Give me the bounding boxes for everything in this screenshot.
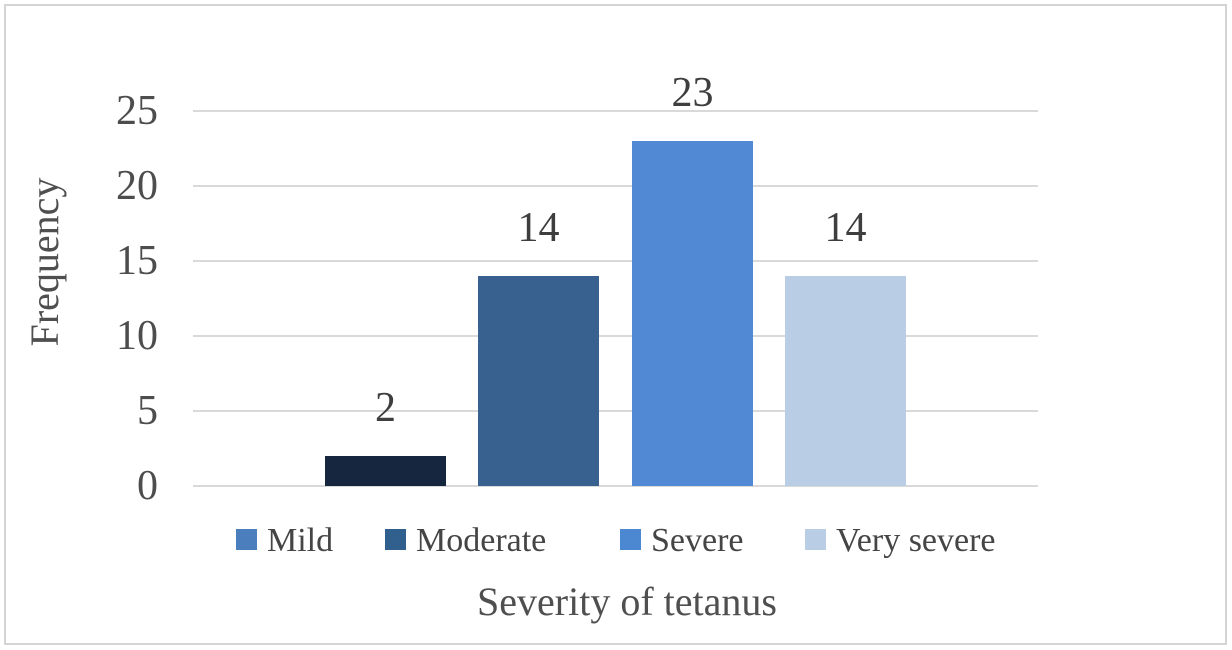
y-tick-label-20: 20 — [116, 163, 158, 209]
x-axis-title: Severity of tetanus — [477, 579, 777, 624]
y-tick-label-25: 25 — [116, 88, 158, 134]
gridline-0 — [193, 485, 1038, 487]
data-label-severe: 23 — [671, 70, 714, 116]
legend-swatch-icon-very-severe — [805, 529, 826, 550]
legend-label-moderate: Moderate — [416, 522, 547, 559]
legend-item-very-severe: Very severe — [805, 521, 996, 561]
legend-label-mild: Mild — [267, 522, 334, 559]
bar-moderate — [478, 276, 599, 486]
y-tick-label-15: 15 — [116, 238, 158, 284]
legend-label-very-severe: Very severe — [836, 522, 996, 559]
bar-very-severe — [785, 276, 906, 486]
legend-label-severe: Severe — [651, 522, 744, 559]
legend-swatch-icon-severe — [620, 529, 641, 550]
data-label-moderate: 14 — [517, 205, 560, 251]
legend-item-severe: Severe — [620, 521, 744, 561]
gridline-5 — [193, 410, 1038, 412]
bar-mild — [325, 456, 446, 486]
y-tick-label-5: 5 — [137, 388, 158, 434]
legend-item-mild: Mild — [236, 521, 333, 561]
gridline-20 — [193, 185, 1038, 187]
bar-severe — [632, 141, 753, 486]
legend-swatch-icon-moderate — [385, 529, 406, 550]
legend-item-moderate: Moderate — [385, 521, 546, 561]
gridline-15 — [193, 260, 1038, 262]
y-axis-title: Frequency — [22, 177, 67, 347]
legend-swatch-icon-mild — [236, 529, 257, 550]
y-tick-label-10: 10 — [116, 313, 158, 359]
gridline-10 — [193, 335, 1038, 337]
data-label-mild: 2 — [375, 385, 396, 431]
data-label-very-severe: 14 — [824, 205, 867, 251]
gridline-25 — [193, 110, 1038, 112]
y-tick-label-0: 0 — [137, 463, 158, 509]
